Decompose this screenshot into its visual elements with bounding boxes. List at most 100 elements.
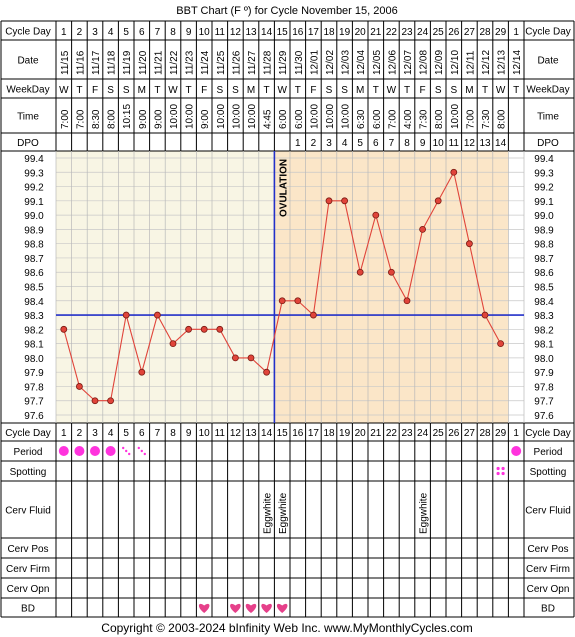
cycle-day-cell-bottom: 17 xyxy=(308,428,320,439)
cycle-day-cell-bottom: 14 xyxy=(261,428,273,439)
temperature-point xyxy=(107,397,114,405)
y-tick-label-right: 97.9 xyxy=(534,368,554,379)
heart-icon xyxy=(276,603,288,613)
cycle-day-cell-bottom: 8 xyxy=(170,428,176,439)
time-cell: 10:15 xyxy=(122,104,133,129)
weekday-cell: M xyxy=(247,85,255,96)
y-tick-label-right: 98.7 xyxy=(534,254,554,265)
temperature-point xyxy=(372,211,380,219)
weekday-cell: M xyxy=(138,85,146,96)
cycle-day-cell: 6 xyxy=(139,27,145,38)
y-tick-label-right: 97.8 xyxy=(534,382,554,393)
cycle-day-cell-bottom: 4 xyxy=(108,428,114,439)
y-tick-label-right: 99.4 xyxy=(534,154,554,165)
y-tick-label: 99.1 xyxy=(24,197,44,208)
weekday-cell: W xyxy=(496,85,506,96)
date-cell: 11/24 xyxy=(200,50,211,75)
row-label-period-right: Period xyxy=(534,447,563,458)
time-cell: 6:30 xyxy=(356,109,367,129)
weekday-cell: T xyxy=(373,85,379,96)
time-cell: 6:00 xyxy=(278,109,289,129)
temperature-point xyxy=(231,354,239,362)
y-tick-label-right: 99.3 xyxy=(534,168,554,179)
y-tick-label-right: 99.1 xyxy=(534,197,554,208)
dpo-cell: 2 xyxy=(311,138,317,149)
y-tick-label-right: 97.6 xyxy=(534,411,554,422)
time-cell: 8:00 xyxy=(497,109,508,129)
weekday-cell: S xyxy=(341,85,348,96)
cycle-day-cell-bottom: 6 xyxy=(139,428,145,439)
temperature-point xyxy=(325,197,333,205)
weekday-cell: M xyxy=(356,85,364,96)
weekday-cell: S xyxy=(123,85,130,96)
temperature-point xyxy=(122,311,130,319)
time-cell: 10:00 xyxy=(169,104,180,129)
row-label-cerv_pos: Cerv Pos xyxy=(7,544,48,555)
dpo-cell: 13 xyxy=(479,138,491,149)
cycle-day-cell-bottom: 22 xyxy=(386,428,398,439)
time-cell: 7:30 xyxy=(481,109,492,129)
date-cell: 12/11 xyxy=(465,50,476,75)
row-label-date-right: Date xyxy=(537,56,559,67)
date-cell: 12/03 xyxy=(341,50,352,75)
date-cell: 12/04 xyxy=(356,50,367,75)
row-label-bd-right: BD xyxy=(541,604,555,615)
cycle-day-cell-bottom: 11 xyxy=(215,428,226,439)
cycle-day-cell-bottom: 19 xyxy=(339,428,351,439)
cycle-day-cell-bottom: 29 xyxy=(495,428,507,439)
date-cell: 11/19 xyxy=(122,50,133,75)
cycle-day-cell: 10 xyxy=(199,27,211,38)
period-dot-icon xyxy=(90,446,100,456)
time-cell: 10:00 xyxy=(309,104,320,129)
date-cell: 12/13 xyxy=(497,50,508,75)
y-tick-label: 99.3 xyxy=(24,168,44,179)
heart-icon xyxy=(261,603,272,613)
temperature-point xyxy=(263,368,271,376)
time-cell: 10:00 xyxy=(247,104,258,129)
date-cell: 11/30 xyxy=(294,50,305,75)
time-cell: 4:00 xyxy=(403,109,414,129)
temperature-point xyxy=(341,197,349,205)
cycle-day-cell: 7 xyxy=(155,27,161,38)
cycle-day-cell-bottom: 9 xyxy=(186,428,192,439)
temperature-point xyxy=(138,368,146,376)
heart-icon xyxy=(245,603,257,613)
weekday-cell: S xyxy=(435,85,442,96)
dpo-cell: 9 xyxy=(420,138,426,149)
heart-icon xyxy=(198,603,210,613)
y-tick-label-right: 98.8 xyxy=(534,240,554,251)
time-cell: 7:00 xyxy=(465,109,476,129)
weekday-cell: S xyxy=(107,85,114,96)
y-tick-label-right: 98.5 xyxy=(534,283,554,294)
weekday-cell: T xyxy=(264,85,270,96)
weekday-cell: F xyxy=(310,85,316,96)
cerv-fluid-cell: Eggwhite xyxy=(278,492,289,534)
cycle-day-cell-bottom: 12 xyxy=(230,428,242,439)
row-label-cerv_firm-right: Cerv Firm xyxy=(526,564,570,575)
row-label-cerv_firm: Cerv Firm xyxy=(6,564,50,575)
cycle-day-cell: 3 xyxy=(92,27,98,38)
chart-title: BBT Chart (F º) for Cycle November 15, 2… xyxy=(176,5,397,17)
period-dot-icon xyxy=(105,446,116,456)
time-cell: 9:00 xyxy=(153,109,164,129)
cycle-day-cell: 20 xyxy=(355,27,367,38)
weekday-cell: T xyxy=(513,85,519,96)
post-ovulation-area xyxy=(274,151,509,423)
row-label-time-right: Time xyxy=(537,112,559,123)
weekday-cell: S xyxy=(450,85,457,96)
period-spot-icon xyxy=(143,452,146,456)
cycle-day-cell-bottom: 2 xyxy=(77,428,83,439)
spotting-icon xyxy=(501,471,505,476)
cycle-day-cell: 16 xyxy=(292,27,304,38)
temperature-point xyxy=(153,311,161,319)
weekday-cell: T xyxy=(186,85,192,96)
cerv-fluid-cell: Eggwhite xyxy=(419,492,430,534)
cycle-day-cell-bottom: 16 xyxy=(292,428,304,439)
y-tick-label: 99.4 xyxy=(24,154,44,165)
row-label-cycle_day-right: Cycle Day xyxy=(525,27,571,38)
weekday-cell: S xyxy=(216,85,223,96)
date-cell: 12/07 xyxy=(403,50,414,75)
time-cell: 10:00 xyxy=(341,104,352,129)
row-label-spotting-right: Spotting xyxy=(530,467,567,478)
temperature-point xyxy=(91,397,99,405)
